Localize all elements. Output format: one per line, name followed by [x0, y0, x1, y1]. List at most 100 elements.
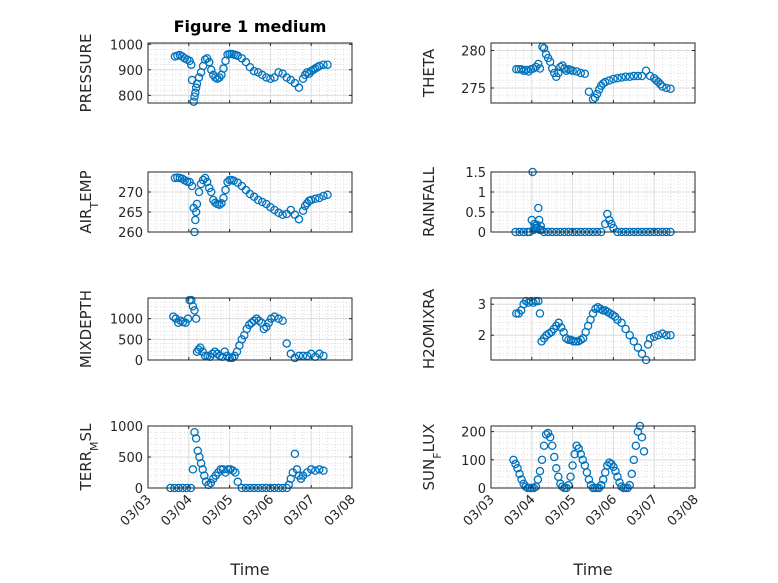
y-axis-label: PRESSURE [77, 34, 95, 113]
data-point [633, 71, 643, 81]
data-point [658, 329, 667, 338]
data-point [666, 84, 675, 94]
data-point [249, 316, 259, 325]
x-tick-label: 03/07 [281, 492, 318, 529]
y-tick-label: 0 [135, 354, 143, 369]
data-point [208, 349, 217, 359]
data-point [621, 324, 630, 334]
data-point [294, 351, 304, 361]
data-point [266, 74, 275, 83]
y-axis-label: TERRMSL [77, 423, 101, 492]
subplot-4: 0 0.5 1 1.5 RAINFALL [420, 166, 696, 241]
data-point [319, 466, 328, 475]
y-tick-label: 280 [461, 45, 486, 60]
data-point [629, 337, 639, 346]
y-tick-label: 800 [118, 89, 143, 104]
data-point [315, 465, 324, 474]
data-point [625, 72, 634, 82]
y-tick-label: 2 [478, 329, 486, 344]
data-point [225, 353, 234, 363]
data-point [627, 469, 637, 479]
data-point [306, 195, 316, 205]
data-point [654, 330, 663, 340]
data-point [195, 452, 204, 462]
data-point [191, 314, 201, 323]
data-point [252, 314, 261, 323]
data-point [658, 82, 667, 91]
data-point [596, 480, 606, 490]
data-point [535, 466, 545, 476]
data-point [558, 482, 567, 491]
data-point [556, 323, 566, 332]
y-tick-label: 200 [461, 426, 486, 441]
data-point [543, 428, 553, 438]
data-point [666, 330, 675, 340]
data-point [278, 210, 287, 220]
y-tick-label: 500 [118, 451, 143, 466]
data-point [188, 302, 198, 311]
data-point [600, 77, 610, 87]
data-point [615, 478, 624, 487]
data-point [181, 318, 190, 328]
subplot-7: 0 500 1000 03/03 03/04 03/05 03/06 03/07 03/08 TE… [77, 420, 359, 529]
x-axis-label: Time [572, 560, 612, 579]
data-point [278, 316, 287, 325]
subplot-3: 260 265 270 AIRTEMP [77, 170, 353, 241]
data-point [294, 214, 304, 224]
data-point [521, 482, 530, 491]
axes-frame [490, 171, 696, 233]
data-point [641, 66, 651, 76]
y-tick-label: 1 [478, 186, 486, 201]
axes-border [490, 297, 696, 361]
data-point [186, 60, 196, 69]
data-point [649, 332, 659, 341]
data-point [556, 62, 565, 72]
data-point [323, 190, 332, 200]
data-point [613, 472, 622, 481]
data-point [631, 441, 641, 450]
data-point [576, 68, 586, 78]
x-axis-label: Time [229, 560, 269, 579]
y-tick-label: 100 [461, 454, 486, 469]
data-point [572, 67, 581, 76]
data-point [227, 353, 237, 363]
data-point [206, 65, 216, 75]
data-point [513, 464, 522, 473]
data-point [192, 199, 202, 209]
data-point [533, 475, 543, 484]
x-tick-label: 03/07 [624, 492, 661, 529]
data-point [200, 471, 209, 480]
data-point [190, 306, 199, 315]
axes-border [147, 297, 353, 361]
figure-title: Figure 1 medium [174, 17, 327, 36]
data-point [319, 60, 328, 69]
data-point [217, 198, 226, 208]
data-point [637, 71, 647, 81]
data-point [298, 206, 308, 216]
data-point [547, 441, 557, 450]
y-tick-label: 265 [118, 206, 143, 221]
data-point [196, 458, 206, 468]
data-point [262, 73, 271, 82]
data-point [629, 71, 639, 81]
data-point [609, 74, 618, 84]
y-tick-label: 3 [478, 298, 486, 313]
data-point [249, 66, 259, 76]
data-point [233, 477, 243, 487]
data-point [535, 309, 545, 318]
data-point [560, 64, 569, 73]
data-point [169, 312, 178, 321]
data-point [554, 318, 563, 328]
y-tick-label: 500 [118, 333, 143, 348]
x-tick-label: 03/04 [502, 492, 539, 529]
subplot-5: 0 500 1000 MIXDEPTH [77, 290, 353, 369]
x-tick-label: 03/08 [665, 492, 702, 529]
data-point [282, 339, 291, 348]
y-axis-label: MIXDEPTH [77, 290, 95, 368]
data-point [509, 455, 518, 465]
data-point [219, 193, 228, 203]
data-point [566, 472, 575, 481]
data-point [274, 314, 283, 323]
data-point [605, 76, 614, 85]
